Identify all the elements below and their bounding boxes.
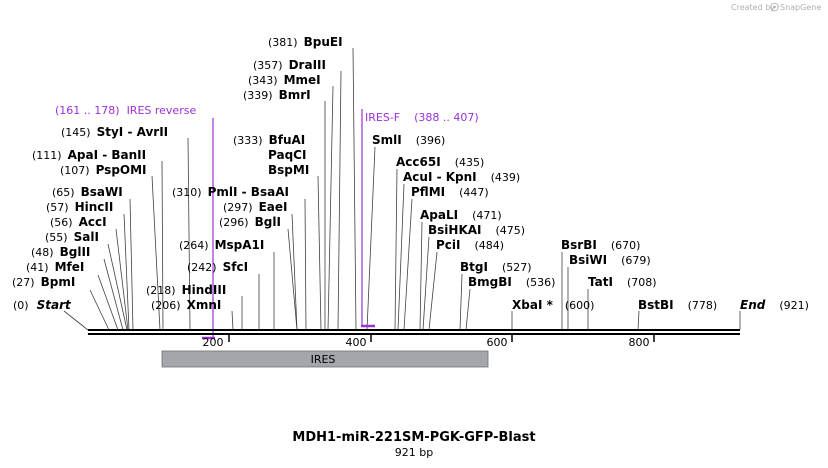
- site-draiii[interactable]: (357) DraIII: [253, 58, 326, 72]
- leader-acui: [397, 183, 405, 331]
- leader-pmli: [304, 198, 307, 331]
- tick-label-600: 600: [487, 336, 508, 349]
- site-mfei[interactable]: (41) MfeI: [26, 260, 84, 274]
- site-bsawi[interactable]: (65) BsaWI: [52, 185, 123, 199]
- leader-bfuai: [317, 175, 322, 331]
- site-btgi[interactable]: BtgI (527): [460, 260, 532, 274]
- feature-ires-bar: [161, 350, 489, 368]
- leader-acc65i: [394, 168, 398, 331]
- site-acci[interactable]: (56) AccI: [50, 215, 107, 229]
- site-bmri[interactable]: (339) BmrI: [243, 88, 311, 102]
- leader-bgli: [287, 228, 298, 331]
- site-bsiwi[interactable]: BsiWI (679): [569, 253, 651, 267]
- site-pcii[interactable]: PciI (484): [436, 238, 504, 252]
- site-bsihkai[interactable]: BsiHKAI (475): [428, 223, 525, 237]
- leader-bsihkai: [422, 236, 430, 331]
- leader-pcii: [428, 251, 438, 331]
- leader-mfei: [97, 274, 119, 331]
- primer-label-ires-f: IRES-F (388 .. 407): [365, 111, 479, 124]
- leader-styi: [187, 137, 191, 331]
- site-acc65i[interactable]: Acc65I (435): [396, 155, 484, 169]
- site-apali[interactable]: ApaLI (471): [420, 208, 502, 222]
- site-pspomi[interactable]: (107) PspOMI: [60, 163, 147, 177]
- site-leader-lines: [63, 47, 741, 331]
- leader-smli: [366, 146, 376, 331]
- leader-pflmi: [403, 198, 413, 331]
- site-apai-banii[interactable]: (111) ApaI - BanII: [32, 148, 146, 162]
- site-xbai[interactable]: XbaI * (600): [512, 298, 594, 312]
- site-smli[interactable]: SmlI (396): [372, 133, 445, 147]
- primer-ires-reverse: [202, 118, 215, 340]
- dna-backbone: [88, 329, 740, 335]
- primer-label-ires-reverse: (161 .. 178) IRES reverse: [55, 104, 196, 117]
- site-bspmi[interactable]: BspMI: [268, 163, 309, 177]
- site-acui-kpni[interactable]: AcuI - KpnI (439): [403, 170, 520, 184]
- site-xmni[interactable]: (206) XmnI: [151, 298, 221, 312]
- site-mmei[interactable]: (343) MmeI: [248, 73, 321, 87]
- feature-ires[interactable]: IRES: [161, 350, 489, 368]
- site-paqci[interactable]: PaqCI: [268, 148, 306, 162]
- leader-btgi: [459, 273, 463, 331]
- leader-xmni: [231, 310, 234, 331]
- tick-label-200: 200: [203, 336, 224, 349]
- site-bglii[interactable]: (48) BglII: [31, 245, 90, 259]
- snapgene-credit: Created by SnapGene: [731, 2, 821, 12]
- site-tati[interactable]: TatI (708): [588, 275, 657, 289]
- leader-apai: [161, 160, 164, 331]
- feature-ires-label: IRES: [311, 353, 336, 366]
- site-bsrbi[interactable]: BsrBI (670): [561, 238, 640, 252]
- leader-bmgbi: [465, 288, 471, 331]
- leader-apali: [419, 221, 423, 331]
- leader-bglii: [103, 258, 124, 331]
- leader-bpuei: [352, 47, 357, 331]
- site-eaei[interactable]: (297) EaeI: [223, 200, 288, 214]
- site-bstbi[interactable]: BstBI (778): [638, 298, 717, 312]
- leader-hincii: [123, 213, 130, 331]
- leader-acci: [115, 228, 129, 331]
- site-mspa1i[interactable]: (264) MspA1I: [179, 238, 264, 252]
- site-bfuai[interactable]: (333) BfuAI: [233, 133, 305, 147]
- site-end[interactable]: End (921): [740, 298, 809, 312]
- leader-mmei: [327, 85, 334, 331]
- site-sali[interactable]: (55) SalI: [45, 230, 99, 244]
- leader-start: [63, 310, 89, 331]
- tick-label-400: 400: [346, 336, 367, 349]
- credit-text: Created by: [731, 3, 775, 12]
- leader-eaei: [291, 213, 298, 331]
- leader-draiii: [337, 70, 342, 331]
- map-length: 921 bp: [395, 446, 433, 459]
- site-bpmi[interactable]: (27) BpmI: [12, 275, 75, 289]
- primer-ires-f: [361, 109, 375, 328]
- site-bmgbi[interactable]: BmgBI (536): [468, 275, 555, 289]
- site-hindiii[interactable]: (218) HindIII: [146, 283, 226, 297]
- site-start[interactable]: (0) Start: [13, 298, 72, 312]
- site-labels: (0) Start (27) BpmI (41) MfeI (48) BglII (55…: [12, 35, 809, 312]
- site-bgli[interactable]: (296) BglI: [219, 215, 281, 229]
- site-bpuei[interactable]: (381) BpuEI: [268, 35, 343, 49]
- leader-bpmi: [89, 289, 110, 331]
- leader-bsawi: [129, 198, 134, 331]
- map-title: MDH1-miR-221SM-PGK-GFP-Blast: [292, 430, 535, 445]
- leader-pspomi: [151, 175, 161, 331]
- site-styi-avrii[interactable]: (145) StyI - AvrII: [61, 125, 168, 139]
- ruler-ticks: [228, 335, 655, 342]
- leader-sali: [107, 243, 128, 331]
- tick-label-800: 800: [629, 336, 650, 349]
- snapgene-logo-icon: [770, 2, 779, 12]
- site-hincii[interactable]: (57) HincII: [46, 200, 113, 214]
- site-pflmi[interactable]: PflMI (447): [411, 185, 489, 199]
- credit-brand: SnapGene: [780, 3, 821, 12]
- site-sfci[interactable]: (242) SfcI: [187, 260, 248, 274]
- leader-bstbi: [637, 310, 640, 331]
- site-pmli-bsaai[interactable]: (310) PmlI - BsaAI: [172, 185, 289, 199]
